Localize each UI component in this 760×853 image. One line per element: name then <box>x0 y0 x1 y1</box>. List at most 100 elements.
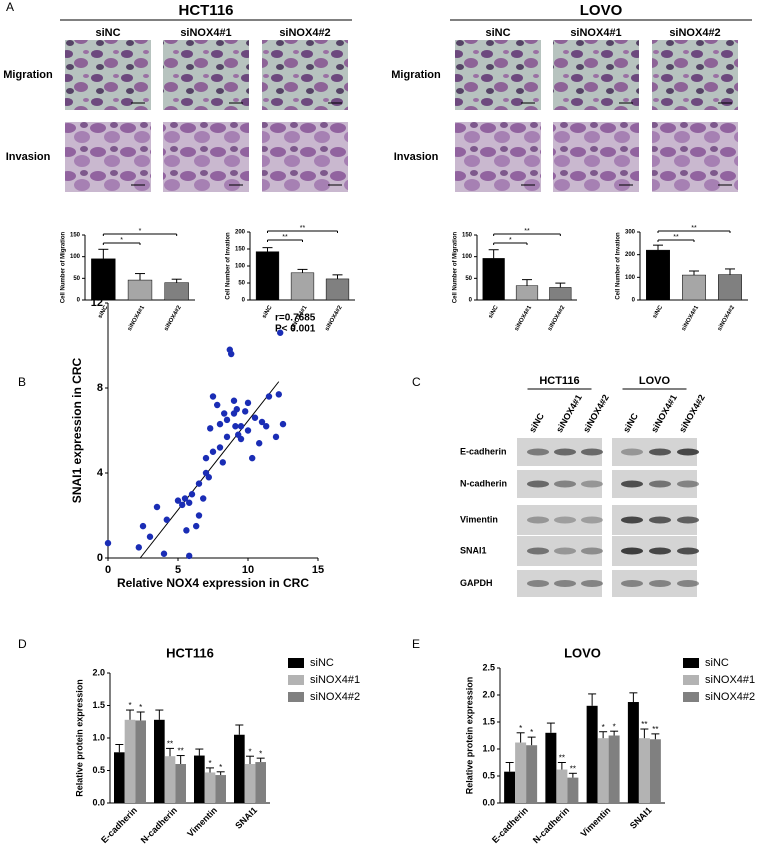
y-tick-label: 1.0 <box>482 743 495 753</box>
blot <box>517 570 602 597</box>
x-tick-label: SNAI1 <box>628 805 654 831</box>
lane-label: siNOX4#1 <box>554 393 584 434</box>
band <box>621 448 643 456</box>
y-axis-label: Relative protein expression <box>464 677 474 795</box>
y-tick-label: 8 <box>97 382 103 394</box>
condition-label: siNOX4#2 <box>669 27 720 39</box>
bar <box>556 769 568 803</box>
lane-label: siNOX4#2 <box>581 393 611 434</box>
point <box>202 454 210 462</box>
legend-swatch <box>683 692 699 702</box>
legend-label: siNOX4#1 <box>705 674 755 686</box>
micrograph <box>262 40 348 110</box>
y-tick-label: 50 <box>238 281 245 287</box>
blot-cell-line: LOVO <box>639 375 671 387</box>
x-tick-label: siNC <box>262 304 274 319</box>
bar <box>608 735 620 803</box>
point <box>263 423 270 430</box>
band <box>581 448 603 456</box>
x-tick-label: siNOX4#1 <box>681 304 701 332</box>
bar <box>244 764 256 803</box>
band <box>527 480 549 488</box>
cell-line-title: LOVO <box>580 2 623 19</box>
band <box>554 448 576 456</box>
bar <box>515 742 527 803</box>
panel-label: A <box>6 0 14 14</box>
significance-label: * <box>139 703 142 712</box>
point <box>242 408 249 415</box>
y-tick-label: 100 <box>235 264 246 270</box>
point <box>221 410 228 417</box>
bar <box>154 719 165 803</box>
point <box>237 423 245 430</box>
point <box>244 399 252 407</box>
x-tick-label: siNC <box>652 304 664 319</box>
x-tick-label: siNOX4#2 <box>324 304 344 332</box>
band <box>621 516 643 524</box>
point <box>104 539 112 547</box>
condition-label: siNC <box>485 27 510 39</box>
y-tick-label: 300 <box>625 230 636 236</box>
bar <box>255 251 280 301</box>
legend-label: siNOX4#2 <box>310 691 360 703</box>
point <box>186 552 193 560</box>
y-axis-label: Cell Number of Migration <box>453 232 459 304</box>
bar <box>114 752 125 803</box>
significance-label: ** <box>691 225 697 232</box>
point <box>233 406 240 413</box>
bar <box>127 279 153 301</box>
significance-label: * <box>613 722 616 731</box>
y-tick-label: 1.0 <box>92 732 105 742</box>
point <box>209 448 217 455</box>
legend-swatch <box>288 692 304 702</box>
significance-label: ** <box>570 764 576 773</box>
point <box>214 401 221 409</box>
band <box>649 516 671 524</box>
y-axis-label: Cell Number of Invation <box>616 232 622 300</box>
trendline <box>139 381 280 559</box>
x-tick-label: N-cadherin <box>531 805 571 845</box>
point <box>219 459 226 466</box>
y-tick-label: 0 <box>632 298 636 304</box>
bar <box>638 738 650 803</box>
y-tick-label: 50 <box>465 276 472 282</box>
point <box>181 495 189 502</box>
significance-label: ** <box>178 747 184 756</box>
bar <box>135 720 146 803</box>
x-tick-label: E-cadherin <box>490 805 530 845</box>
band <box>649 580 671 587</box>
micrograph <box>652 40 738 110</box>
band <box>581 547 603 555</box>
x-tick-label: 10 <box>242 564 254 576</box>
significance-label: ** <box>652 725 658 734</box>
panel-label: D <box>18 637 27 651</box>
point <box>139 522 147 530</box>
point <box>258 418 266 426</box>
x-tick-label: siNC <box>488 304 500 319</box>
micrograph <box>163 122 249 192</box>
blot <box>612 570 697 597</box>
row-label: Migration <box>3 69 53 81</box>
legend-label: siNOX4#2 <box>705 691 755 703</box>
band <box>677 448 699 456</box>
y-axis-label: Cell Number of Migration <box>61 232 67 304</box>
point <box>207 425 214 432</box>
point <box>160 550 168 557</box>
bar <box>682 274 706 301</box>
panel-label: E <box>412 637 420 651</box>
bar <box>526 745 538 803</box>
y-tick-label: 0.5 <box>482 770 495 780</box>
significance-label: ** <box>282 234 288 241</box>
lane-label: siNC <box>621 411 640 434</box>
lane-label: siNOX4#2 <box>677 393 707 434</box>
y-tick-label: 2.5 <box>482 662 495 672</box>
point <box>249 454 256 462</box>
blot-cell-line: HCT116 <box>539 375 579 387</box>
significance-label: ** <box>641 720 647 729</box>
point <box>195 512 203 519</box>
chart-title: HCT116 <box>166 645 214 660</box>
bar <box>586 705 598 803</box>
point <box>279 420 287 428</box>
point <box>223 433 231 441</box>
x-tick-label: 0 <box>105 564 111 576</box>
